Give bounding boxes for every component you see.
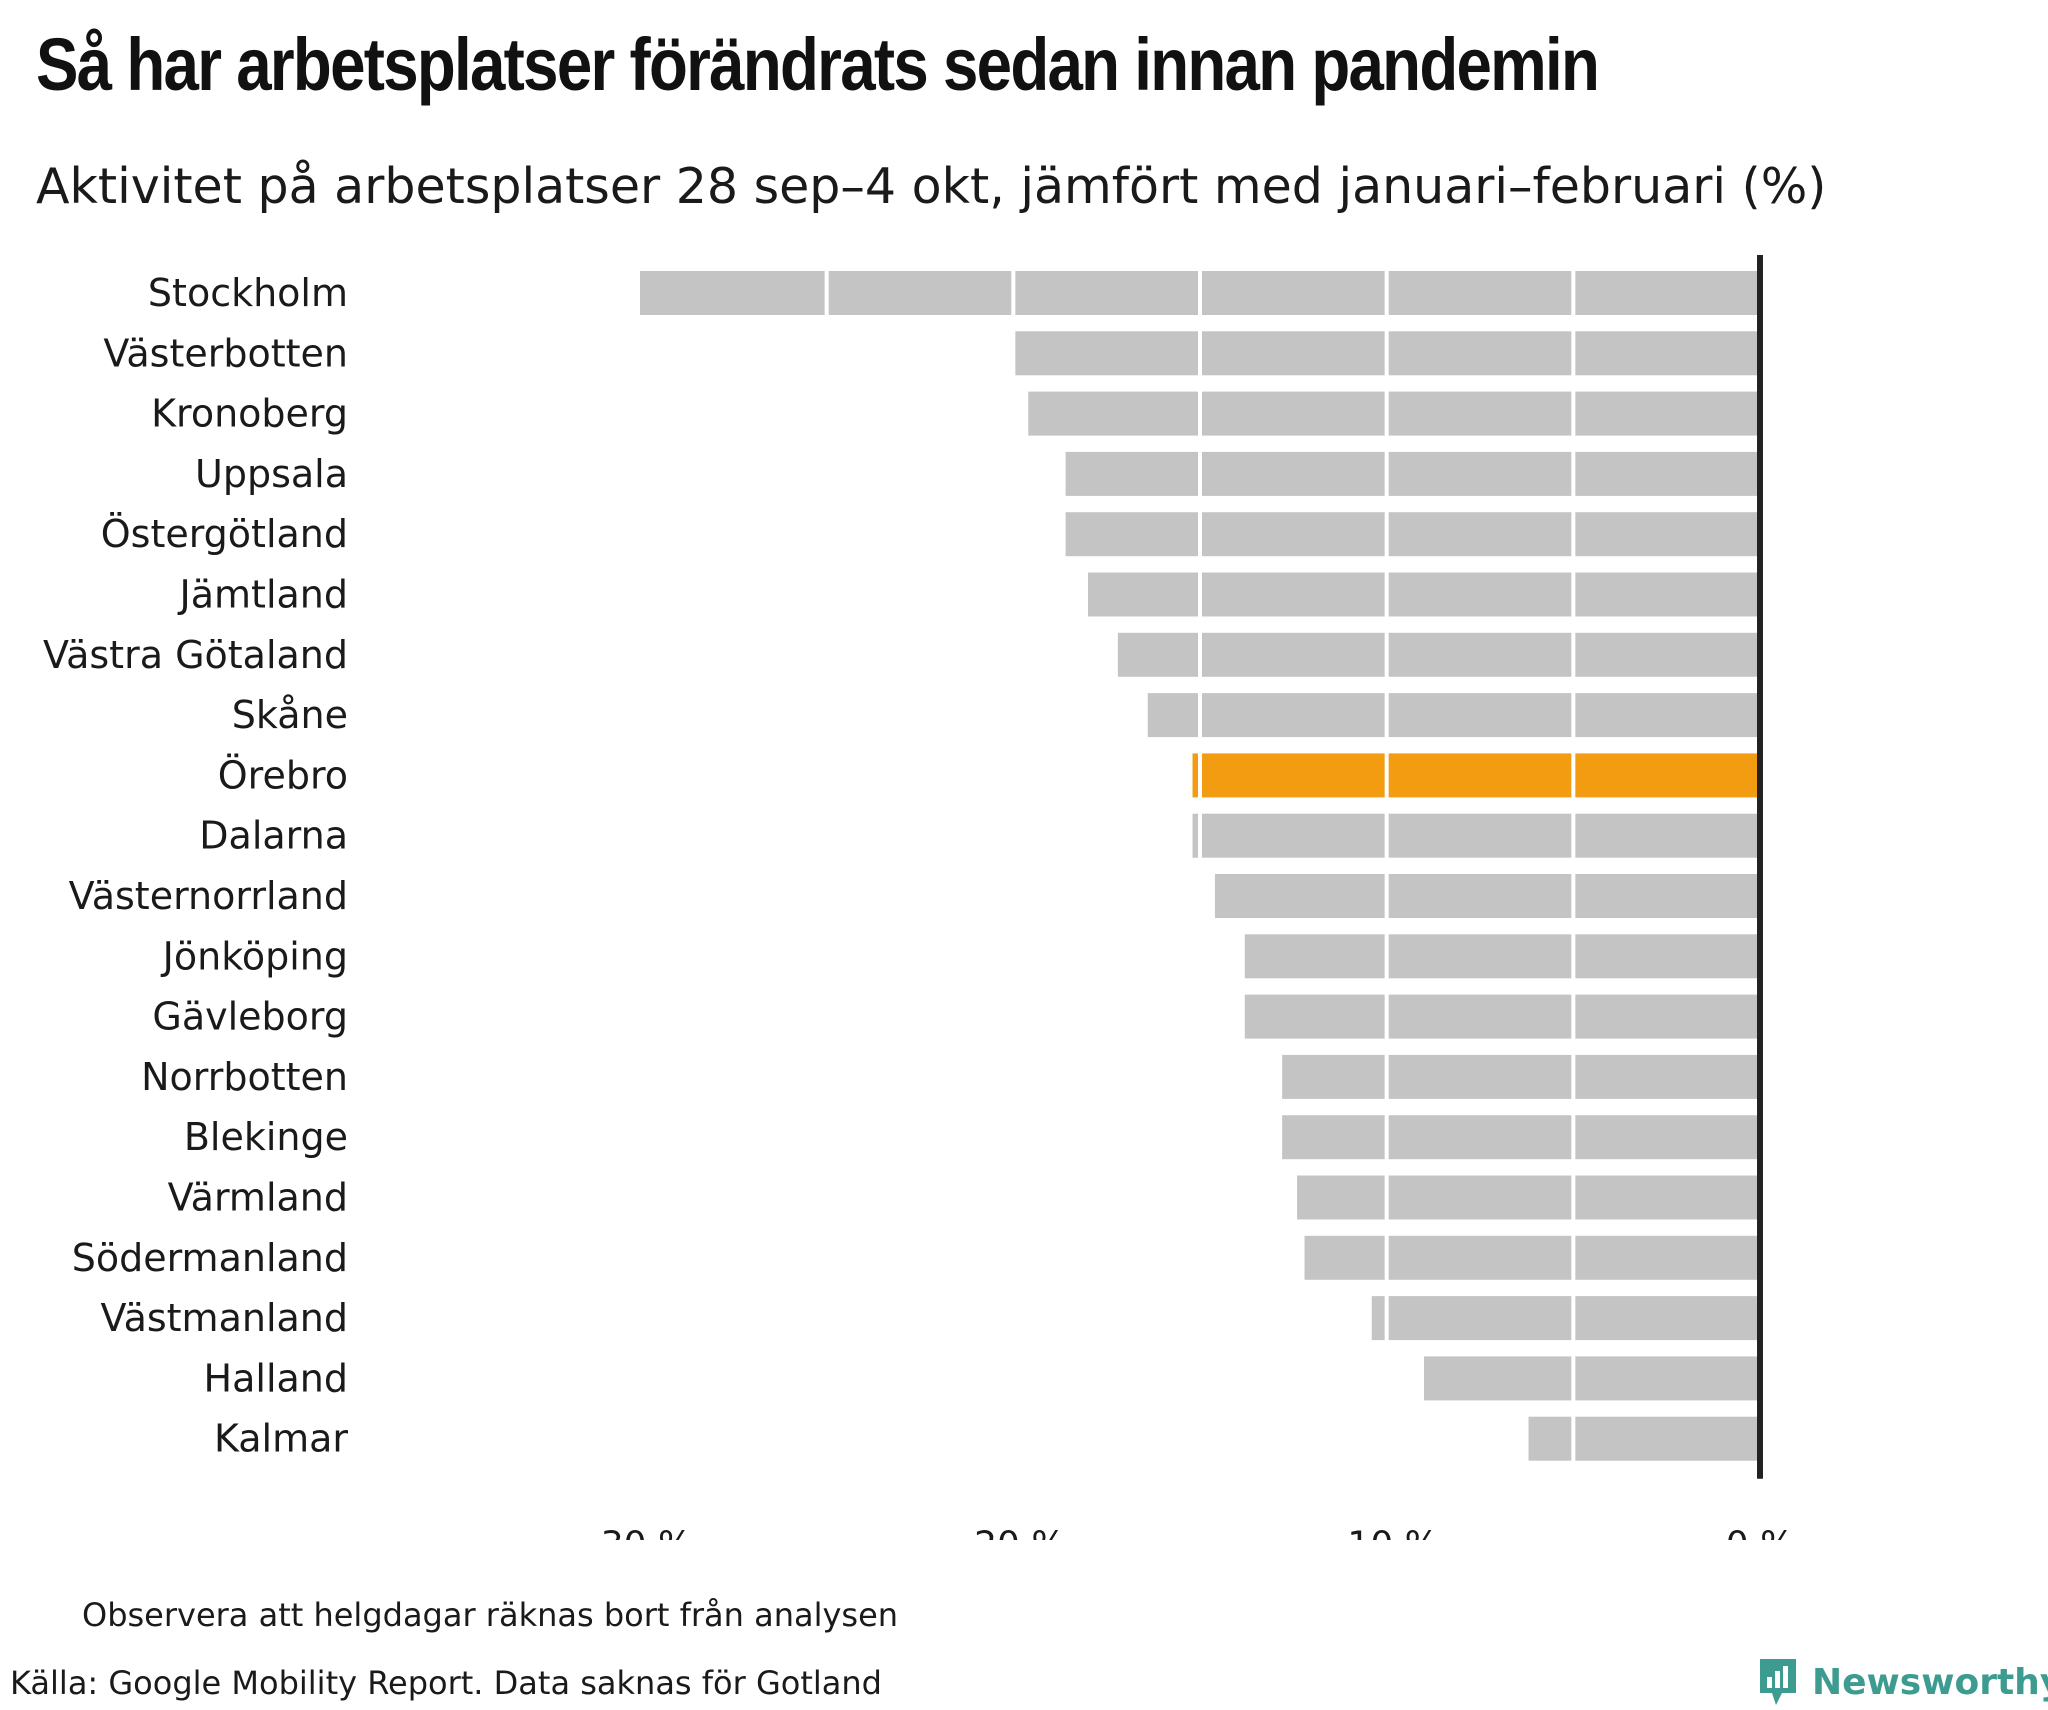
x-tick-label-10: -10 % [1334,1525,1438,1540]
category-label-kronoberg: Kronoberg [151,392,348,436]
category-label-gävleborg: Gävleborg [152,995,348,1039]
bar-dalarna [1192,813,1760,858]
category-label-jönköping: Jönköping [161,934,348,978]
source-note: Källa: Google Mobility Report. Data sakn… [10,1664,882,1702]
bar-örebro [1192,753,1760,798]
x-tick-label-30: -30 % [588,1525,692,1540]
bar-södermanland [1304,1235,1760,1280]
category-label-halland: Halland [204,1356,348,1400]
bar-östergötland [1065,512,1760,557]
bar-kronoberg [1028,391,1760,436]
category-label-skåne: Skåne [232,693,348,737]
bar-skåne [1147,693,1760,738]
bar-norrbotten [1282,1054,1760,1099]
category-label-norrbotten: Norrbotten [141,1055,348,1099]
chart-title: Så har arbetsplatser förändrats sedan in… [36,23,1600,106]
category-label-uppsala: Uppsala [195,452,348,496]
category-label-kalmar: Kalmar [214,1417,348,1461]
chart-subtitle: Aktivitet på arbetsplatser 28 sep–4 okt,… [36,158,1827,215]
bar-halland [1424,1356,1760,1401]
category-label-blekinge: Blekinge [184,1115,348,1159]
bar-chart: Stockholm Västerbotten Kronoberg Uppsala Öst… [43,255,1795,1540]
bar-jämtland [1088,572,1760,617]
category-label-södermanland: Södermanland [72,1236,348,1280]
category-label-örebro: Örebro [218,753,348,797]
category-label-värmland: Värmland [168,1176,348,1220]
category-label-stockholm: Stockholm [148,271,348,315]
brand-name: Newsworthy [1812,1661,2048,1703]
newsworthy-logo-icon [1760,1659,1796,1705]
bar-västernorrland [1214,874,1760,918]
bar-blekinge [1282,1115,1760,1160]
category-label-västernorrland: Västernorrland [69,874,348,918]
category-label-västerbotten: Västerbotten [103,331,348,375]
bar-västra-götaland [1117,632,1760,677]
category-label-dalarna: Dalarna [199,814,348,858]
category-label-östergötland: Östergötland [101,512,348,556]
bar-uppsala [1065,451,1760,496]
bar-kalmar [1528,1416,1760,1461]
bar-jönköping [1244,934,1760,979]
footnote: Observera att helgdagar räknas bort från… [82,1596,899,1634]
gridlines-group [824,267,1576,1465]
x-tick-label-0: 0 % [1726,1525,1795,1540]
category-label-västmanland: Västmanland [101,1296,348,1340]
category-label-västra-götaland: Västra Götaland [43,633,348,677]
brand-logo[interactable]: Newsworthy [1756,1654,2048,1710]
bar-gävleborg [1244,994,1760,1039]
x-tick-label-20: -20 % [961,1525,1065,1540]
bar-västmanland [1371,1296,1760,1341]
bars-group [640,271,1760,1461]
bar-värmland [1297,1175,1760,1220]
x-tick-labels-group: -30 % -20 % -10 % 0 % [588,1525,1795,1540]
category-labels-group: Stockholm Västerbotten Kronoberg Uppsala Öst… [43,271,348,1461]
category-label-jämtland: Jämtland [178,573,348,617]
